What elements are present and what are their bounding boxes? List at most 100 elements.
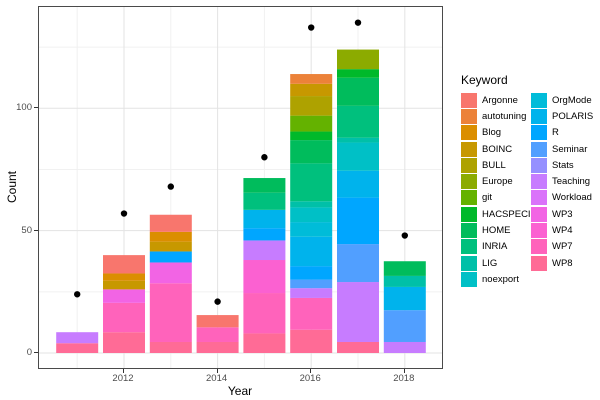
data-point: [308, 24, 315, 31]
legend-label: BULL: [482, 159, 506, 171]
legend-item: INRIA: [461, 239, 531, 255]
legend-label: Blog: [482, 127, 502, 139]
x-axis-title: Year: [227, 384, 253, 398]
bar-segment-noexport: [337, 142, 379, 171]
legend-swatch: [461, 239, 477, 255]
bar-segment-HOME: [337, 77, 379, 106]
bar-segment-WP8: [290, 329, 333, 353]
legend-item: WP4: [531, 222, 593, 239]
y-tick-label: 0: [26, 347, 32, 358]
legend-label: POLARIS: [552, 110, 594, 122]
legend-item: POLARIS: [531, 108, 593, 124]
legend: Keyword Argonne autotuning Blog BOINC BULL Eu…: [461, 73, 599, 288]
legend-swatch: [531, 223, 547, 239]
y-tick-mark: [34, 352, 38, 353]
legend-label: LIG: [482, 257, 498, 269]
bar-segment-BOINC: [290, 83, 333, 97]
legend-swatch: [461, 223, 477, 239]
legend-item: git: [461, 190, 531, 206]
bar-segment-WP3: [103, 289, 145, 303]
plot-panel: [38, 6, 443, 369]
legend-swatch: [531, 108, 547, 124]
legend-label: Workload: [552, 192, 592, 204]
legend-swatch: [531, 125, 547, 141]
bar-segment-WP7: [149, 283, 192, 342]
legend-item: Argonne: [461, 92, 531, 108]
x-tick-label: 2018: [393, 373, 415, 384]
y-tick-label: 100: [16, 102, 32, 114]
legend-column: Argonne autotuning Blog BOINC BULL Europe git H…: [461, 92, 537, 288]
legend-item: Blog: [461, 125, 531, 141]
x-tick-label: 2012: [112, 373, 134, 384]
legend-label: OrgMode: [552, 94, 592, 106]
bar-segment-LIG: [337, 137, 379, 143]
bar-segment-POLARIS: [290, 236, 333, 267]
bar-segment-HOME: [383, 261, 426, 276]
legend-swatch: [461, 157, 477, 173]
bar-segment-R: [290, 266, 333, 280]
bar-segment-Argonne: [196, 315, 239, 328]
bar-segment-HACSPECIS: [290, 131, 333, 141]
bar-segment-WP8: [149, 341, 192, 353]
legend-swatch: [461, 174, 477, 190]
legend-item: WP7: [531, 239, 593, 255]
bar-segment-INRIA: [243, 192, 286, 210]
bar-segment-noexport: [290, 207, 333, 223]
legend-columns: Argonne autotuning Blog BOINC BULL Europe git H…: [461, 92, 599, 288]
bar-segment-Argonne: [103, 255, 145, 274]
bar-segment-POLARIS: [383, 286, 426, 311]
bar-segment-INRIA: [290, 163, 333, 202]
y-tick-label: 50: [21, 224, 32, 236]
legend-item: OrgMode: [531, 92, 593, 108]
bar-segment-Seminar: [337, 244, 379, 283]
bar-segment-Teaching: [56, 332, 99, 344]
bar-segment-WP7: [103, 302, 145, 333]
legend-label: Argonne: [482, 94, 518, 106]
legend-swatch: [531, 239, 547, 255]
legend-swatch: [531, 255, 547, 271]
legend-item: BOINC: [461, 141, 531, 157]
bar-segment-R: [337, 197, 379, 245]
legend-label: WP3: [552, 208, 573, 220]
legend-label: WP8: [552, 257, 573, 269]
data-point: [120, 210, 128, 217]
legend-swatch: [461, 190, 477, 206]
legend-swatch: [461, 108, 477, 124]
bar-segment-Blog: [149, 231, 192, 242]
bar-segment-WP7: [290, 297, 333, 330]
bar-segment-HOME: [290, 140, 333, 164]
legend-column: OrgMode POLARIS R Seminar Stats Teaching Workl…: [531, 92, 593, 288]
legend-item: HOME: [461, 222, 531, 239]
legend-label: Europe: [482, 176, 513, 188]
x-tick-label: 2014: [206, 373, 228, 384]
legend-swatch: [531, 141, 547, 157]
bar-segment-WP8: [103, 332, 145, 353]
bar-segment-WP8: [337, 341, 379, 353]
bar-segment-R: [149, 251, 192, 263]
bar-segment-git: [290, 115, 333, 132]
x-tick-mark: [123, 369, 124, 373]
bar-segment-Teaching: [337, 282, 379, 342]
bar-segment-Teaching: [290, 288, 333, 298]
bar-segment-BOINC: [103, 280, 145, 290]
bar-segment-POLARIS: [243, 209, 286, 229]
bar-segment-WP7: [196, 327, 239, 342]
x-tick-mark: [310, 369, 312, 373]
data-point: [214, 298, 221, 305]
legend-label: Stats: [552, 159, 574, 171]
legend-label: noexport: [482, 273, 519, 285]
bar-segment-LIG: [290, 201, 333, 208]
legend-item: Stats: [531, 157, 593, 173]
legend-label: HOME: [482, 225, 511, 237]
bar-segment-Blog: [103, 273, 145, 281]
x-tick-mark: [216, 369, 218, 373]
data-point: [354, 19, 362, 26]
bar-segment-Seminar: [383, 310, 426, 342]
legend-label: autotuning: [482, 110, 527, 122]
legend-swatch: [531, 174, 547, 190]
legend-label: BOINC: [482, 143, 513, 155]
bar-segment-WP7: [243, 293, 286, 334]
bar-segment-Europe: [337, 49, 379, 70]
legend-item: HACSPECIS: [461, 206, 537, 222]
data-point: [74, 291, 81, 298]
